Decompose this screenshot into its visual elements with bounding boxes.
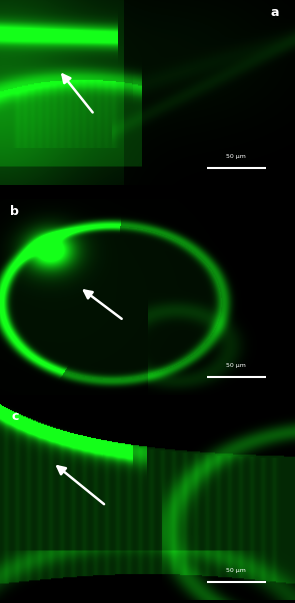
Text: c: c bbox=[11, 410, 18, 423]
Text: a: a bbox=[270, 5, 278, 19]
Text: b: b bbox=[10, 205, 19, 218]
Text: 50 μm: 50 μm bbox=[226, 362, 246, 367]
Text: 50 μm: 50 μm bbox=[226, 567, 246, 573]
Text: 50 μm: 50 μm bbox=[226, 154, 246, 159]
